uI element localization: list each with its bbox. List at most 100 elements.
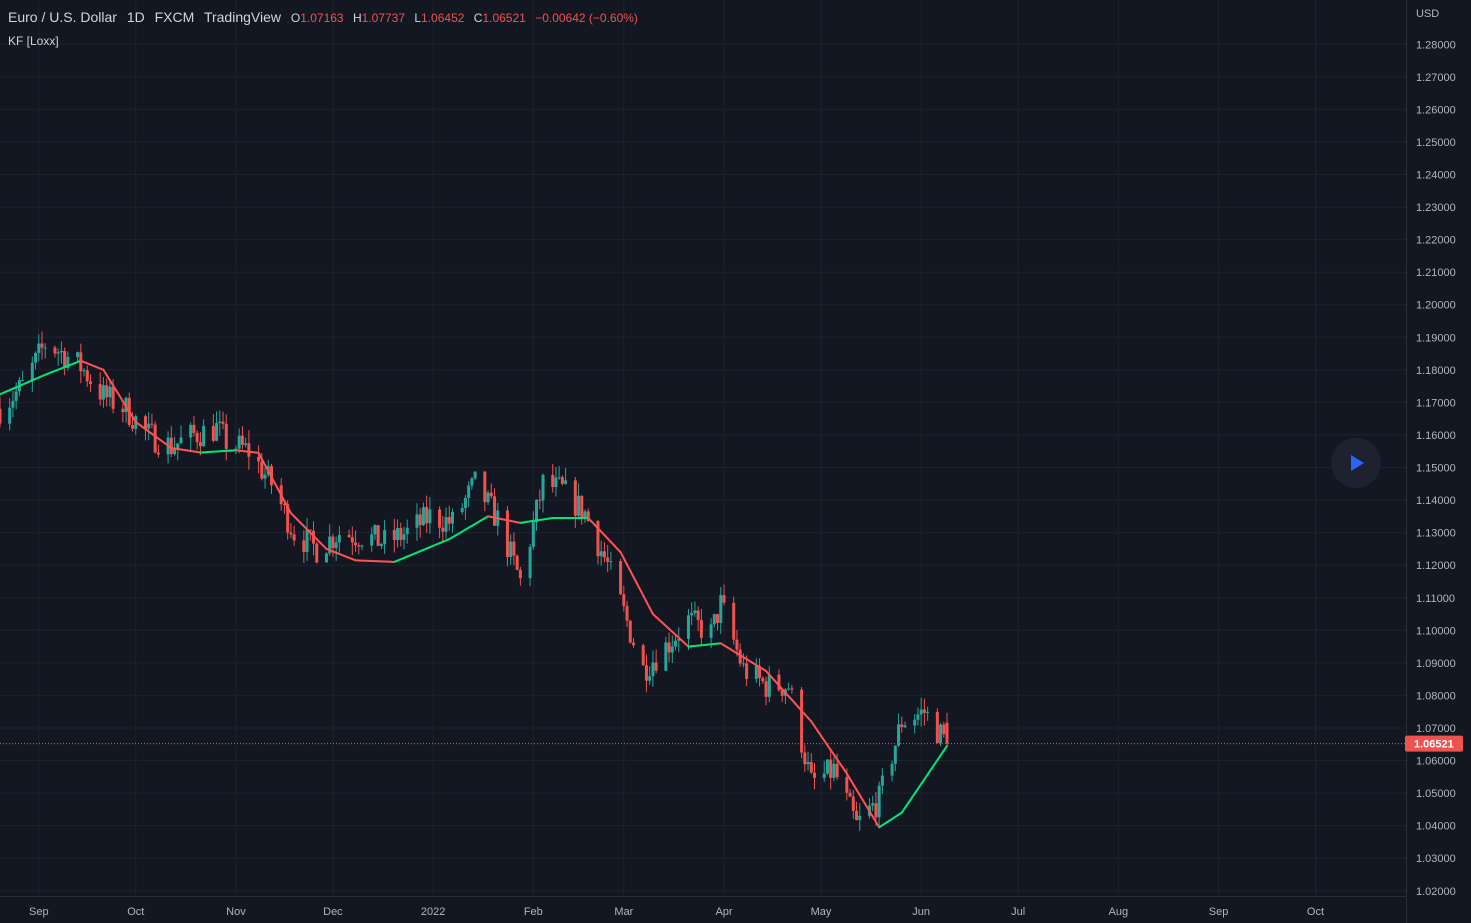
- high-label: H: [352, 11, 362, 25]
- candle-body: [131, 425, 135, 429]
- candle-body: [509, 541, 513, 558]
- candle-body: [428, 509, 432, 524]
- symbol-name[interactable]: Euro / U.S. Dollar: [8, 9, 117, 25]
- kf-segment: [849, 777, 855, 786]
- candle-body: [787, 688, 791, 690]
- candle-body: [832, 763, 836, 778]
- kf-segment: [118, 394, 124, 403]
- candle-body: [632, 642, 636, 646]
- kf-segment: [648, 606, 654, 616]
- candle-body: [641, 645, 645, 666]
- candle-body: [211, 425, 215, 441]
- candle-body: [654, 662, 658, 671]
- candle-body: [224, 423, 228, 449]
- candle-body: [360, 545, 364, 547]
- candle-body: [874, 803, 878, 818]
- kf-segment: [273, 481, 279, 491]
- candle-body: [648, 676, 652, 681]
- candle-body: [722, 595, 726, 603]
- candle-body: [939, 724, 943, 744]
- price-tick-label: 1.06000: [1416, 756, 1456, 768]
- candle-body: [696, 610, 700, 620]
- price-tick-label: 1.02000: [1416, 886, 1456, 898]
- candle-body: [234, 448, 238, 450]
- candle-body: [444, 517, 448, 532]
- interval[interactable]: 1D: [126, 9, 145, 25]
- kf-line-segments: [0, 359, 949, 829]
- candle-body: [308, 529, 312, 531]
- open-value: 1.07163: [300, 11, 344, 25]
- candle-body: [85, 370, 89, 382]
- close-value: 1.06521: [482, 11, 526, 25]
- candle-body: [173, 448, 177, 455]
- candle-body: [169, 437, 173, 455]
- last-price-label: 1.06521: [1414, 739, 1454, 751]
- price-tick-label: 1.24000: [1416, 170, 1456, 182]
- candle-body: [215, 422, 219, 441]
- candle-body: [237, 435, 241, 449]
- candle-body: [573, 480, 577, 516]
- kf-segment: [115, 389, 121, 397]
- candle-body: [189, 424, 193, 438]
- price-axis-bg: [1406, 0, 1471, 923]
- candle-body: [871, 803, 875, 806]
- candle-body: [855, 810, 859, 821]
- kf-segment: [131, 415, 137, 423]
- candle-body: [903, 725, 907, 728]
- time-axis[interactable]: Sep Oct Nov Dec 2022 Feb Mar Apr May Jun Jul Aug Sep…: [0, 896, 1406, 919]
- candle-body: [880, 775, 884, 786]
- candle-body: [56, 352, 60, 354]
- candle-body: [40, 343, 44, 348]
- candle-body: [370, 534, 374, 546]
- price-axis[interactable]: 1.02000 1.03000 1.04000 1.05000 1.06000 1.070…: [1406, 0, 1471, 923]
- candle-body: [709, 624, 713, 638]
- candle-body: [257, 456, 261, 462]
- kf-segment: [125, 405, 131, 413]
- indicator-title[interactable]: KF [Loxx]: [8, 34, 59, 48]
- candle-body: [693, 610, 697, 614]
- candle-body: [111, 386, 115, 409]
- price-tick-label: 1.17000: [1416, 397, 1456, 409]
- kf-segment: [283, 500, 289, 509]
- kf-segment: [626, 563, 632, 572]
- candle-body: [777, 674, 781, 691]
- price-tick-label: 1.26000: [1416, 104, 1456, 116]
- candle-body: [0, 408, 2, 424]
- candle-body: [596, 521, 600, 557]
- candle-body: [922, 709, 926, 713]
- scroll-to-realtime-button[interactable]: [1331, 438, 1381, 488]
- candle-body: [396, 528, 400, 541]
- candle-body: [493, 496, 497, 526]
- kf-segment: [845, 772, 852, 780]
- candle-body: [877, 785, 881, 818]
- kf-segment: [260, 457, 267, 466]
- time-tick-label: Jun: [912, 906, 930, 918]
- price-tick-label: 1.03000: [1416, 853, 1456, 865]
- candle-body: [150, 423, 154, 425]
- kf-segment: [286, 506, 292, 515]
- candle-body: [625, 605, 629, 621]
- candle-body: [829, 759, 833, 778]
- candle-body: [719, 595, 723, 623]
- candle-body: [392, 529, 396, 541]
- candle-body: [447, 517, 451, 524]
- kf-segment: [102, 368, 108, 377]
- candle-body: [105, 385, 109, 398]
- candle-body: [334, 542, 338, 549]
- candle-body: [602, 551, 606, 558]
- ohlc-values: O1.07163 H1.07737 L1.06452 C1.06521 −0.0…: [291, 11, 644, 25]
- currency-label: USD: [1416, 8, 1439, 20]
- candle-body: [315, 543, 319, 563]
- kf-segment: [942, 744, 949, 752]
- price-tick-label: 1.11000: [1416, 593, 1455, 605]
- candle-body: [538, 499, 542, 501]
- candle-body: [583, 511, 587, 519]
- candle-body: [147, 423, 151, 429]
- candle-body: [467, 485, 471, 498]
- candle-body: [800, 689, 804, 753]
- low-value: 1.06452: [421, 11, 465, 25]
- candle-body: [716, 614, 720, 623]
- candle-body: [813, 772, 817, 778]
- candle-body: [560, 477, 564, 484]
